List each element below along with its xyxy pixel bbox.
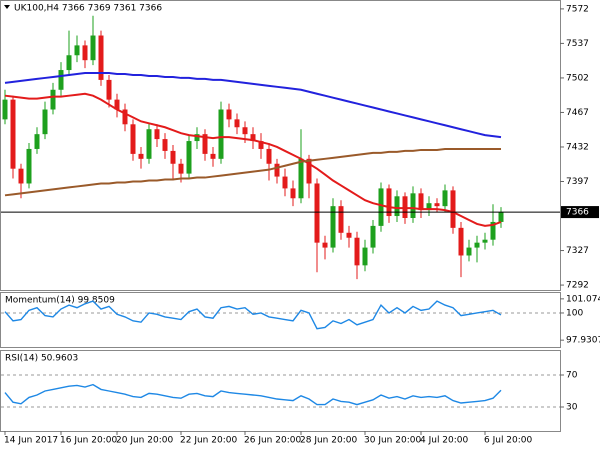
candle-body	[282, 176, 288, 189]
candle-body	[306, 158, 312, 184]
candle-body	[258, 141, 264, 149]
candle-body	[162, 139, 168, 151]
candle-body	[346, 232, 352, 238]
candle-body	[322, 242, 328, 248]
x-tick-label: 30 Jun 20:00	[364, 436, 421, 446]
y-tick-label: 30	[566, 403, 578, 413]
y-tick-label: 7537	[566, 39, 589, 49]
dropdown-icon	[4, 5, 10, 9]
indicator-line	[4, 383, 502, 406]
candle-body	[466, 247, 472, 256]
candle-body	[234, 119, 240, 128]
candle-body	[458, 227, 464, 256]
y-tick-label: 97.9307	[566, 336, 600, 346]
candle-body	[266, 148, 272, 164]
candle-body	[290, 188, 296, 199]
candle-body	[218, 109, 224, 159]
y-tick-label: 7467	[566, 108, 589, 118]
candle-body	[450, 190, 456, 228]
last-price-label: 7366	[566, 208, 589, 218]
y-tick-label: 70	[566, 371, 578, 381]
candle-body	[314, 183, 320, 243]
candle-body	[130, 124, 136, 154]
candle-body	[442, 190, 448, 207]
candle-body	[10, 99, 16, 169]
x-tick-label: 4 Jul 20:00	[420, 436, 469, 446]
y-tick-label: 7572	[566, 4, 589, 14]
y-tick-label: 7502	[566, 73, 589, 83]
candle-body	[362, 247, 368, 266]
candle-body	[82, 45, 88, 61]
x-tick-label: 22 Jun 20:00	[180, 436, 237, 446]
x-tick-label: 6 Jul 20:00	[484, 436, 533, 446]
indicator-line	[4, 92, 502, 227]
candle-body	[434, 203, 440, 207]
y-tick-label: 100	[566, 308, 583, 318]
candle-body	[74, 45, 80, 56]
x-tick-label: 14 Jun 2017	[4, 436, 58, 446]
candle-body	[66, 55, 72, 71]
candle-body	[122, 109, 128, 125]
indicator-line	[4, 147, 501, 197]
candle-body	[354, 237, 360, 266]
candle-body	[298, 158, 304, 199]
candle-body	[178, 163, 184, 174]
candle-body	[426, 203, 432, 211]
candle-body	[58, 70, 64, 90]
y-tick-label: 7432	[566, 142, 589, 152]
candle-body	[50, 89, 56, 110]
candle-body	[274, 163, 280, 177]
candle-body	[474, 242, 480, 248]
indicator-line	[4, 72, 502, 139]
rsi-panel	[0, 350, 561, 432]
indicator-line	[4, 300, 502, 330]
y-tick-label: 101.0748	[566, 294, 600, 304]
candle-body	[170, 150, 176, 164]
candle-body	[34, 134, 40, 149]
candle-body	[42, 109, 48, 135]
x-tick-label: 20 Jun 20:00	[116, 436, 173, 446]
candle-body	[106, 79, 112, 100]
candle-body	[138, 153, 144, 159]
candle-body	[242, 127, 248, 135]
candle-body	[490, 221, 496, 240]
rsi-title: RSI(14) 50.9603	[5, 354, 78, 364]
candle-body	[90, 35, 96, 61]
candle-body	[146, 129, 152, 159]
candle-body	[250, 134, 256, 142]
candle-body	[378, 188, 384, 226]
candle-body	[410, 193, 416, 218]
candle-body	[226, 109, 232, 120]
momentum-panel	[0, 292, 561, 348]
candle-body	[370, 225, 376, 248]
candle-body	[210, 153, 216, 159]
y-tick-label: 7397	[566, 177, 589, 187]
candle-body	[394, 196, 400, 217]
candle-body	[338, 206, 344, 233]
last-price-box	[561, 206, 599, 219]
candle-body	[2, 99, 8, 120]
candle-body	[186, 141, 192, 174]
x-tick-label: 16 Jun 20:00	[60, 436, 117, 446]
candle-body	[194, 134, 200, 142]
y-tick-label: 7292	[566, 281, 589, 291]
candle-body	[98, 35, 104, 80]
x-tick-label: 28 Jun 20:00	[300, 436, 357, 446]
candle-body	[18, 168, 24, 184]
candle-body	[418, 193, 424, 211]
candle-body	[26, 148, 32, 184]
main-panel	[0, 0, 561, 291]
candle-body	[498, 212, 504, 222]
candle-body	[386, 188, 392, 217]
candle-body	[482, 239, 488, 243]
chart-title: UK100,H4 7366 7369 7361 7366	[14, 4, 162, 14]
candle-body	[330, 206, 336, 248]
candle-body	[114, 99, 120, 110]
y-tick-label: 7327	[566, 246, 589, 256]
candle-body	[154, 129, 160, 140]
x-tick-label: 26 Jun 20:00	[244, 436, 301, 446]
candle-body	[202, 134, 208, 154]
momentum-title: Momentum(14) 99.8509	[5, 296, 115, 306]
